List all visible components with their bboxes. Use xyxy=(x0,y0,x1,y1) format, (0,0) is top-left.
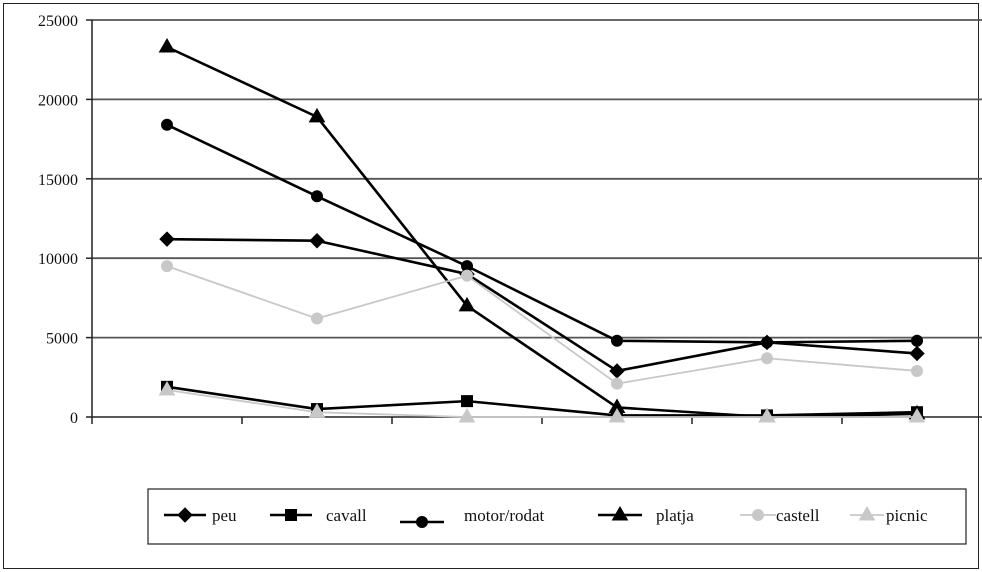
data-point xyxy=(460,409,475,422)
data-point xyxy=(610,364,624,378)
data-point xyxy=(160,39,175,52)
y-tick-label: 20000 xyxy=(38,92,78,109)
data-point xyxy=(910,346,924,360)
legend-label: peu xyxy=(212,506,237,525)
y-tick-label: 15000 xyxy=(38,172,78,189)
legend: peu cavall motor/rodat platja castell picnic xyxy=(148,489,966,544)
legend-marker xyxy=(753,510,764,521)
legend-label: platja xyxy=(656,506,694,525)
data-point xyxy=(612,378,623,389)
series-motor-rodat xyxy=(162,119,923,348)
y-tick-label: 10000 xyxy=(38,251,78,268)
data-point xyxy=(160,232,174,246)
legend-label: picnic xyxy=(886,506,928,525)
series-lines xyxy=(160,39,925,422)
series-line xyxy=(167,387,917,416)
data-point xyxy=(312,191,323,202)
legend-box xyxy=(148,489,966,544)
gridlines xyxy=(92,20,982,338)
legend-marker xyxy=(286,510,297,521)
series-castell xyxy=(162,261,923,390)
data-point xyxy=(162,119,173,130)
legend-marker xyxy=(417,517,428,528)
y-tick-label: 5000 xyxy=(46,331,78,348)
legend-label: cavall xyxy=(326,506,367,525)
data-point xyxy=(912,335,923,346)
data-point xyxy=(612,335,623,346)
data-point xyxy=(312,313,323,324)
data-point xyxy=(462,396,473,407)
legend-label: motor/rodat xyxy=(464,506,545,525)
series-platja xyxy=(160,39,925,422)
data-point xyxy=(762,353,773,364)
legend-label: castell xyxy=(776,506,820,525)
series-line xyxy=(167,266,917,384)
data-point xyxy=(162,261,173,272)
y-tick-label: 0 xyxy=(70,410,78,427)
data-point xyxy=(310,234,324,248)
series-line xyxy=(167,125,917,343)
y-tick-label: 25000 xyxy=(38,13,78,30)
data-point xyxy=(912,365,923,376)
data-point xyxy=(462,270,473,281)
data-point xyxy=(762,337,773,348)
